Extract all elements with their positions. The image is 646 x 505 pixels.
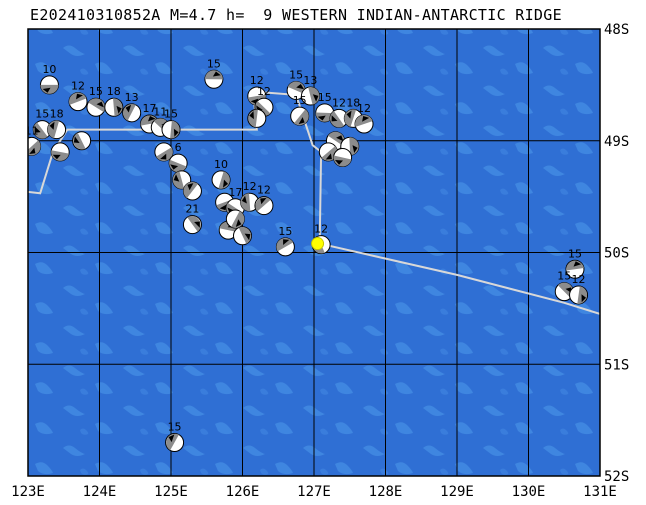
focal-mechanism[interactable]: 15 <box>165 420 185 452</box>
depth-label: 15 <box>278 225 292 238</box>
lon-tick-label: 128E <box>369 484 403 500</box>
depth-label: 18 <box>346 96 360 109</box>
lon-tick-label: 125E <box>154 484 188 500</box>
depth-label: 12 <box>243 180 257 193</box>
focal-mechanism[interactable]: 15 <box>565 247 585 279</box>
depth-label: 15 <box>164 108 178 121</box>
depth-label: 15 <box>35 108 49 121</box>
depth-label: 12 <box>572 273 586 286</box>
event-header: E202410310852A M=4.7 h= 9 WESTERN INDIAN… <box>30 6 562 24</box>
focal-mechanism[interactable] <box>182 181 202 201</box>
focal-mechanism[interactable]: 11 <box>23 124 42 156</box>
focal-mechanism[interactable]: 15 <box>86 85 106 117</box>
focal-mechanism[interactable]: 18 <box>104 85 124 117</box>
focal-mechanism[interactable]: 13 <box>122 91 142 123</box>
focal-mechanism[interactable] <box>247 108 267 128</box>
focal-mechanism[interactable]: 12 <box>254 184 274 216</box>
focal-mechanism[interactable]: 6 <box>168 141 188 173</box>
depth-label: 17 <box>228 186 242 199</box>
depth-label: 13 <box>303 74 317 87</box>
focal-mechanism[interactable] <box>172 170 192 190</box>
focal-mechanism[interactable]: 15 <box>204 57 224 89</box>
lon-tick-label: 127E <box>297 484 331 500</box>
lon-tick-label: 126E <box>226 484 260 500</box>
focal-mechanism[interactable]: 10 <box>39 63 59 95</box>
event-magnitude: M=4.7 <box>169 6 217 24</box>
focal-mechanism[interactable]: 10 <box>211 158 231 190</box>
focal-mechanism[interactable]: 15 <box>286 68 306 100</box>
focal-mechanism[interactable]: 15 <box>161 108 181 140</box>
focal-mechanism[interactable] <box>72 131 92 151</box>
depth-label: 12 <box>357 102 371 115</box>
lat-tick-label: 51S <box>604 357 629 373</box>
lon-tick-label: 130E <box>512 484 546 500</box>
depth-label: 12 <box>257 85 271 98</box>
lon-tick-label: 129E <box>440 484 474 500</box>
lat-tick-label: 52S <box>604 469 629 485</box>
depth-label: 6 <box>175 141 182 154</box>
depth-label: 15 <box>207 57 221 70</box>
focal-mechanism[interactable] <box>233 226 252 246</box>
lon-tick-label: 123E <box>11 484 45 500</box>
depth-label: 21 <box>185 203 199 216</box>
focal-mechanism[interactable] <box>225 209 245 229</box>
axis-labels: 123E 124E 125E 126E 127E 128E 129E 130E 131E 48S 4… <box>11 22 629 500</box>
depth-label: 11 <box>25 124 39 137</box>
event-depth: h= 9 <box>225 6 273 24</box>
focal-mechanism[interactable]: 15 <box>275 225 295 257</box>
depth-label: 15 <box>557 270 571 283</box>
depth-label: 12 <box>332 96 346 109</box>
depth-label: 15 <box>568 247 582 260</box>
focal-mechanism[interactable]: 12 <box>329 96 349 128</box>
focal-mechanism[interactable] <box>50 142 70 162</box>
focal-mechanism[interactable]: 12 <box>569 273 589 305</box>
focal-mechanism[interactable]: 21 <box>182 203 202 235</box>
focal-mechanism[interactable]: 12 <box>240 180 260 212</box>
focal-mechanism[interactable]: 15 <box>290 94 310 126</box>
depth-label: 18 <box>50 108 64 121</box>
depth-label: 15 <box>318 91 332 104</box>
depth-label: 11 <box>153 105 167 118</box>
depth-label: 17 <box>143 102 157 115</box>
event-id: E202410310852A <box>30 6 161 24</box>
current-event-marker <box>311 237 325 251</box>
event-region: WESTERN INDIAN-ANTARCTIC RIDGE <box>281 6 562 24</box>
lat-tick-label: 50S <box>604 246 629 262</box>
depth-label: 12 <box>71 80 85 93</box>
focal-mechanism[interactable]: 15 <box>32 108 52 140</box>
depth-label: 12 <box>250 74 264 87</box>
depth-label: 15 <box>89 85 103 98</box>
lon-tick-label: 131E <box>583 484 617 500</box>
focal-mechanism[interactable] <box>333 148 353 168</box>
depth-label: 13 <box>125 91 139 104</box>
lat-tick-label: 49S <box>604 134 629 150</box>
depth-label: 15 <box>293 94 307 107</box>
depth-label: 15 <box>289 68 303 81</box>
depth-label: 15 <box>168 420 182 433</box>
depth-label: 10 <box>214 158 228 171</box>
focal-mechanism[interactable]: 12 <box>354 102 374 134</box>
focal-mechanism[interactable]: 13 <box>300 74 320 106</box>
depth-label: 12 <box>257 184 271 197</box>
focal-mechanism[interactable]: 12 <box>68 80 88 112</box>
lon-tick-label: 124E <box>83 484 117 500</box>
focal-mechanism[interactable]: 18 <box>47 108 67 140</box>
map-frame <box>27 28 601 477</box>
depth-label: 12 <box>314 223 328 236</box>
lat-tick-label: 48S <box>604 22 629 38</box>
depth-label: 10 <box>42 63 56 76</box>
focal-mechanism[interactable] <box>154 142 174 162</box>
depth-label: 18 <box>107 85 121 98</box>
current-event-dot[interactable] <box>311 237 325 251</box>
